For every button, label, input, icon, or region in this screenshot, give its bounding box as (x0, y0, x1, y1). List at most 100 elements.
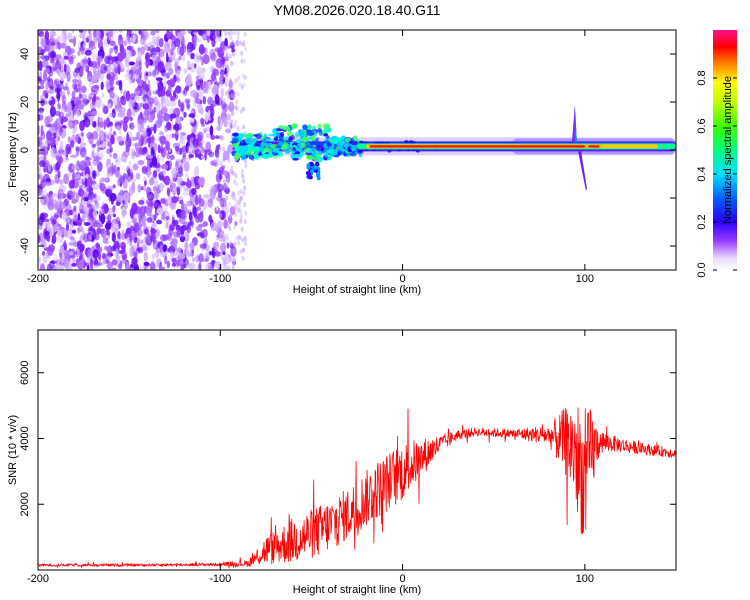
noise-speckle (228, 53, 232, 59)
snr-series-line (38, 407, 676, 569)
noise-speckle (239, 196, 243, 201)
noise-speckle (74, 83, 82, 93)
noise-speckle (72, 107, 77, 115)
noise-speckle (227, 223, 231, 229)
noise-speckle (78, 93, 83, 99)
snr-ylabel: SNR (10 * v/v) (7, 415, 19, 485)
noise-speckle (242, 190, 246, 196)
noise-speckle (92, 249, 99, 259)
noise-speckle (217, 115, 221, 126)
noise-speckle (83, 197, 89, 202)
noise-speckle (69, 236, 76, 248)
signal-blob (240, 140, 245, 144)
noise-speckle (156, 154, 160, 166)
noise-speckle (107, 214, 112, 223)
noise-speckle (46, 203, 52, 209)
noise-speckle (79, 33, 86, 39)
noise-speckle (146, 151, 150, 159)
noise-speckle (134, 142, 139, 151)
noise-speckle (211, 247, 215, 258)
noise-speckle (54, 110, 61, 116)
noise-speckle (211, 38, 216, 48)
noise-speckle (222, 150, 230, 161)
noise-speckle (175, 85, 181, 94)
noise-speckle (225, 113, 232, 121)
noise-speckle (171, 257, 177, 263)
noise-speckle (185, 142, 189, 154)
noise-speckle (199, 77, 204, 85)
noise-speckle (117, 166, 120, 172)
noise-speckle (166, 52, 169, 63)
noise-speckle (38, 30, 42, 34)
signal-blob (310, 168, 315, 173)
noise-speckle (142, 246, 149, 251)
noise-speckle (221, 194, 225, 200)
noise-speckle (100, 177, 107, 183)
noise-speckle (68, 56, 74, 65)
carrier-peak (369, 145, 585, 148)
noise-speckle (157, 113, 163, 125)
noise-speckle (118, 30, 123, 33)
noise-speckle (75, 192, 79, 203)
noise-speckle (137, 184, 142, 193)
noise-speckle (234, 173, 238, 179)
noise-speckle (138, 60, 142, 72)
noise-speckle (59, 140, 64, 151)
noise-speckle (96, 196, 101, 202)
noise-speckle (109, 112, 116, 118)
noise-speckle (233, 224, 236, 230)
noise-speckle (131, 182, 136, 194)
noise-speckle (142, 88, 146, 97)
noise-speckle (68, 121, 73, 130)
noise-speckle (166, 121, 172, 131)
noise-speckle (96, 261, 103, 267)
spike-down (577, 150, 587, 191)
noise-speckle (99, 229, 105, 235)
noise-speckle (131, 136, 139, 141)
noise-speckle (149, 126, 155, 132)
noise-speckle (84, 176, 88, 188)
noise-speckle (238, 235, 242, 241)
noise-speckle (77, 103, 85, 110)
noise-speckle (115, 159, 119, 163)
signal-blob (261, 153, 270, 160)
noise-speckle (146, 205, 152, 217)
noise-speckle (38, 174, 41, 179)
noise-speckle (243, 75, 247, 81)
noise-speckle (204, 149, 207, 154)
noise-speckle (141, 165, 149, 175)
signal-blob (358, 149, 363, 153)
noise-speckle (138, 199, 145, 205)
noise-speckle (188, 221, 194, 226)
noise-speckle (240, 168, 244, 174)
signal-blob (279, 135, 283, 140)
noise-speckle (149, 44, 156, 54)
signal-blob (317, 123, 322, 130)
noise-speckle (100, 213, 106, 225)
noise-speckle (54, 165, 60, 173)
noise-speckle (190, 89, 198, 98)
noise-speckle (55, 222, 60, 227)
signal-blob (323, 151, 329, 158)
noise-speckle (73, 122, 78, 133)
noise-speckle (200, 146, 205, 154)
noise-speckle (221, 146, 225, 152)
colorbar: 0.0 0.2 0.4 0.6 0.8 Normalized spectral ampl… (696, 30, 737, 278)
signal-blob (313, 165, 318, 170)
noise-speckle (83, 222, 91, 226)
noise-speckle (231, 110, 235, 116)
noise-speckle (116, 61, 120, 68)
noise-speckle (229, 104, 233, 110)
noise-speckle (113, 134, 118, 140)
noise-speckle (130, 183, 136, 194)
noise-speckle (90, 110, 98, 116)
noise-speckle (38, 259, 42, 267)
noise-speckle (135, 172, 141, 180)
noise-speckle (241, 237, 245, 243)
noise-speckle (220, 69, 225, 77)
noise-speckle (134, 206, 141, 215)
noise-speckle (122, 121, 128, 132)
noise-speckle (229, 35, 233, 40)
noise-speckle (209, 103, 214, 113)
